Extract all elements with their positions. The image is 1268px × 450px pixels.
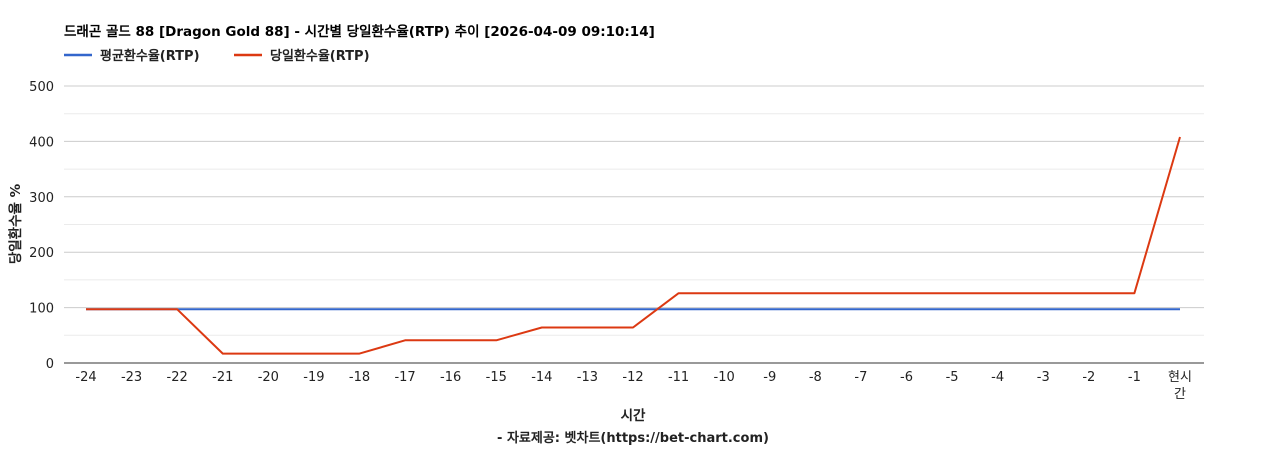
x-tick-label: -1 (1128, 370, 1141, 385)
x-tick-label: -10 (714, 370, 735, 385)
x-tick-label: -13 (577, 370, 598, 385)
x-tick-label: -24 (75, 370, 96, 385)
x-tick-label: -2 (1082, 370, 1095, 385)
x-tick-label: -17 (394, 370, 415, 385)
gridlines (64, 85, 1204, 364)
x-axis-title: 시간 (621, 407, 646, 424)
x-tick-label: -4 (991, 370, 1004, 385)
x-tick-label: -9 (763, 370, 776, 385)
y-tick-label: 300 (29, 191, 54, 206)
x-tick-label: -7 (854, 370, 867, 385)
x-tick-label: -5 (946, 370, 959, 385)
x-tick-label: -16 (440, 370, 461, 385)
x-tick-label: -22 (167, 370, 188, 385)
y-tick-label: 500 (29, 80, 54, 95)
x-tick-label: -20 (258, 370, 279, 385)
y-tick-label: 0 (46, 357, 54, 372)
x-tick-label: -8 (809, 370, 822, 385)
x-tick-label: -14 (531, 370, 552, 385)
legend: 평균환수율(RTP) 당일환수율(RTP) (64, 48, 370, 64)
series-line-daily-rtp (86, 136, 1181, 355)
x-tick-label: -19 (303, 370, 324, 385)
x-tick-label: -15 (486, 370, 507, 385)
y-tick-label: 200 (29, 246, 54, 261)
source-credit: - 자료제공: 벳차트(https://bet-chart.com) (497, 430, 769, 446)
legend-label-average: 평균환수율(RTP) (100, 48, 200, 64)
x-tick-label: -18 (349, 370, 370, 385)
x-tick-label: -11 (668, 370, 689, 385)
y-tick-label: 100 (29, 302, 54, 317)
x-tick-label: -3 (1037, 370, 1050, 385)
x-tick-label: 현시 간 (1168, 370, 1192, 402)
x-tick-label: -6 (900, 370, 913, 385)
y-axis-ticks: 0 100 200 300 400 500 (29, 80, 54, 372)
chart-title: 드래곤 골드 88 [Dragon Gold 88] - 시간별 당일환수율(R… (64, 23, 655, 40)
x-axis-ticks: -24 -23 -22 -21 -20 -19 -18 -17 -16 -15 -14 -13 -12 -… (75, 370, 1192, 402)
series-lines (86, 136, 1181, 355)
y-axis-title: 당일환수율 % (7, 183, 24, 264)
x-tick-label: -23 (121, 370, 142, 385)
legend-label-daily: 당일환수율(RTP) (270, 48, 370, 64)
x-tick-label: -12 (622, 370, 643, 385)
y-tick-label: 400 (29, 135, 54, 150)
x-tick-label: -21 (212, 370, 233, 385)
